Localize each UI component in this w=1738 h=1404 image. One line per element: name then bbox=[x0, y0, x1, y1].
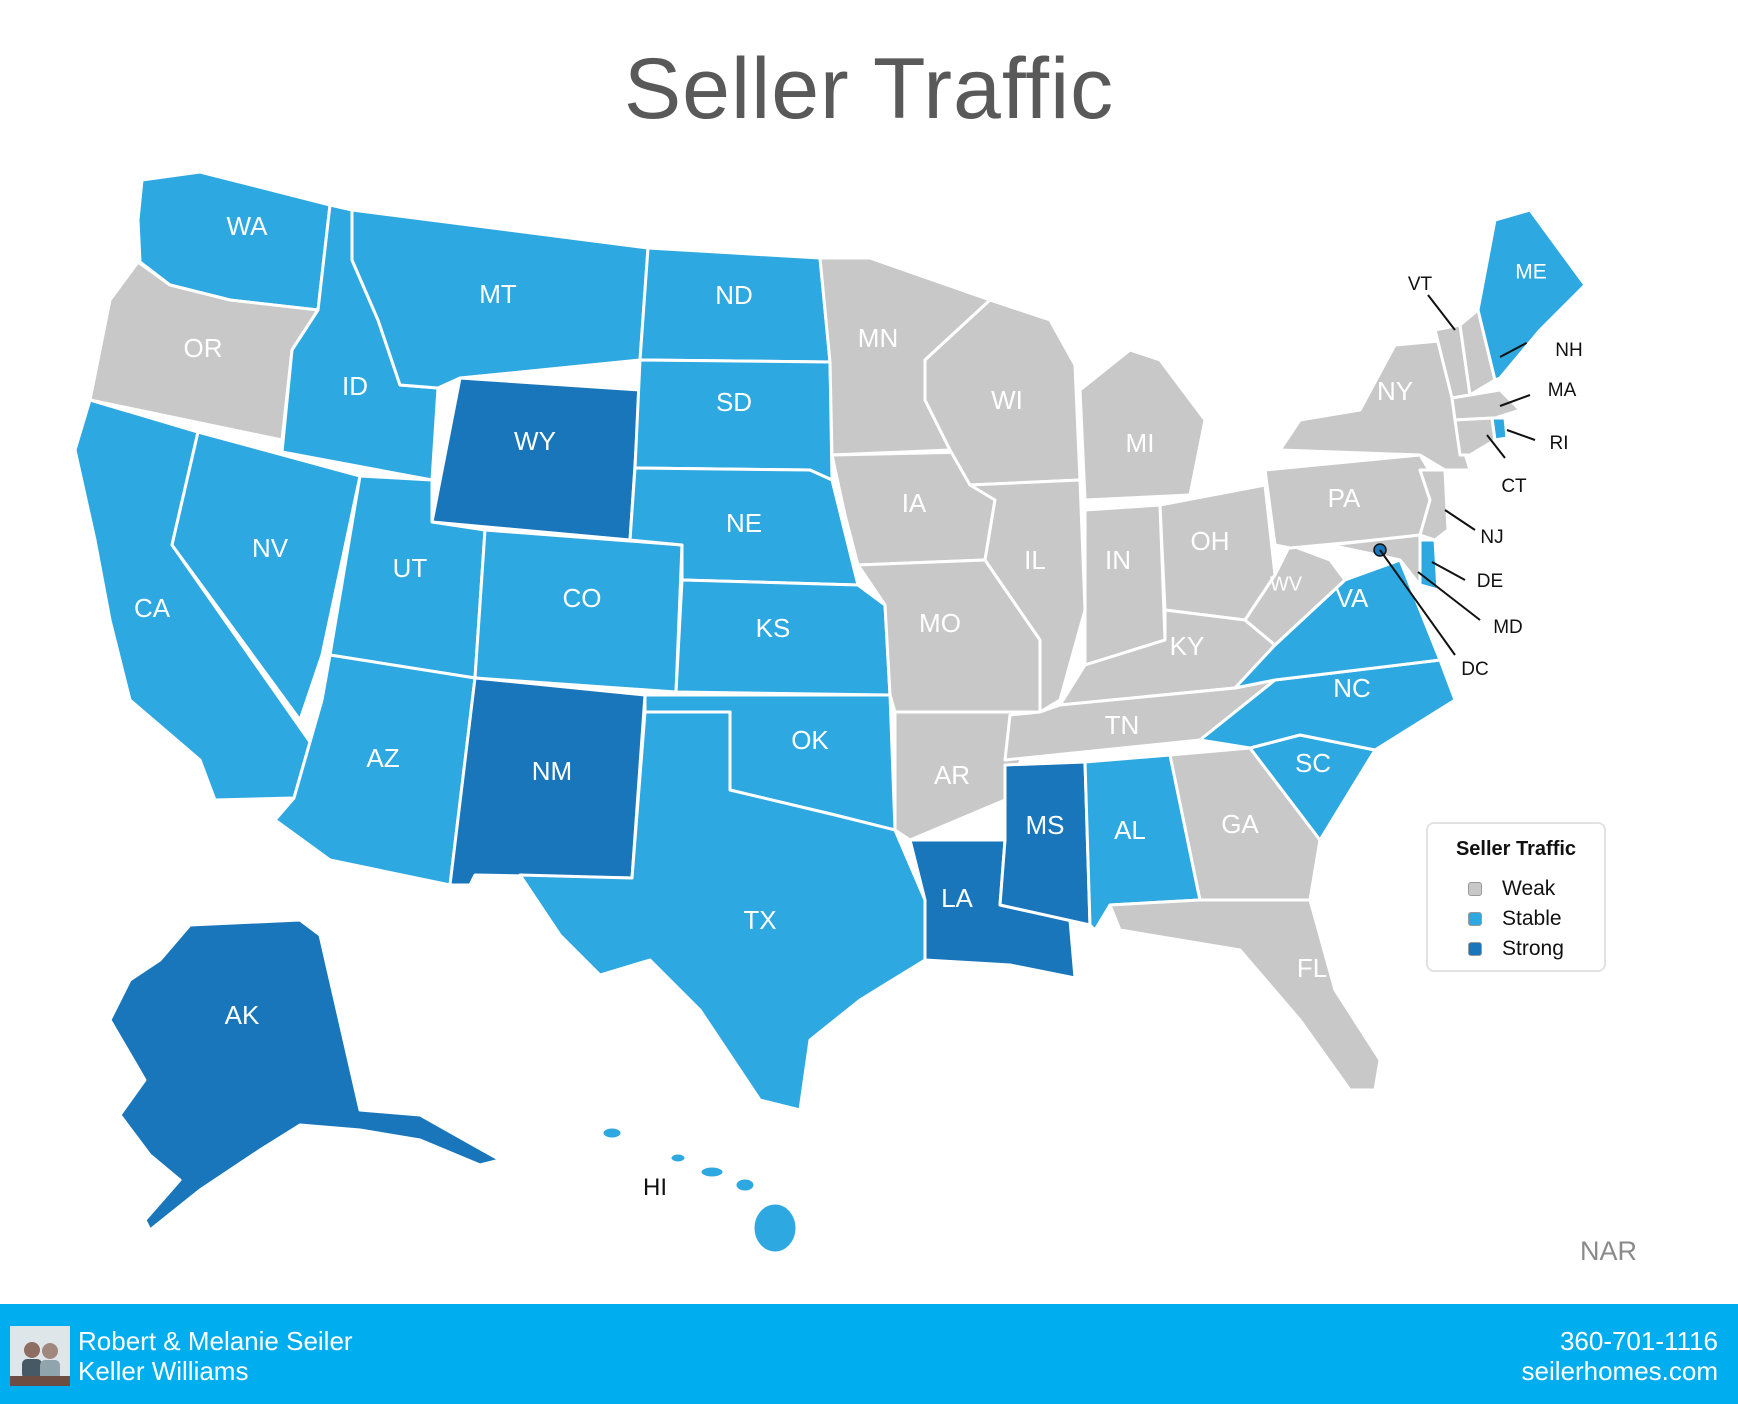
label-ne: NE bbox=[726, 508, 762, 538]
label-ks: KS bbox=[756, 613, 791, 643]
label-vt: VT bbox=[1408, 274, 1433, 295]
label-wa: WA bbox=[227, 211, 269, 241]
label-sd: SD bbox=[716, 387, 752, 417]
label-ia: IA bbox=[902, 488, 927, 518]
state-wv[interactable] bbox=[1243, 543, 1347, 647]
state-ms[interactable] bbox=[998, 760, 1092, 927]
label-nv: NV bbox=[252, 533, 289, 563]
label-dc: DC bbox=[1461, 659, 1488, 680]
leader-lines bbox=[1379, 294, 1536, 656]
agent-website[interactable]: seilerhomes.com bbox=[1521, 1356, 1718, 1386]
label-ma: MA bbox=[1548, 380, 1577, 401]
state-wy[interactable] bbox=[430, 376, 642, 542]
agent-name: Robert & Melanie Seiler bbox=[78, 1326, 353, 1356]
label-nm: NM bbox=[532, 756, 572, 786]
label-ar: AR bbox=[934, 760, 970, 790]
label-la: LA bbox=[941, 883, 973, 913]
state-ct[interactable] bbox=[1453, 416, 1497, 457]
label-nj: NJ bbox=[1480, 527, 1503, 548]
label-al: AL bbox=[1114, 815, 1146, 845]
state-tx[interactable] bbox=[518, 710, 927, 1112]
source-credit: NAR bbox=[1580, 1236, 1638, 1266]
state-hi[interactable] bbox=[600, 1125, 799, 1255]
agent-phone[interactable]: 360-701-1116 bbox=[1559, 1326, 1718, 1356]
label-de: DE bbox=[1477, 571, 1503, 592]
label-ct: CT bbox=[1501, 476, 1527, 497]
footer-bar: Robert & Melanie Seiler Keller Williams … bbox=[0, 1304, 1738, 1404]
state-ar[interactable] bbox=[893, 710, 1042, 842]
legend-item-strong: Strong bbox=[1468, 936, 1564, 962]
legend-swatch-strong bbox=[1468, 942, 1482, 956]
label-sc: SC bbox=[1295, 748, 1331, 778]
label-tn: TN bbox=[1105, 710, 1140, 740]
legend-item-weak: Weak bbox=[1468, 876, 1555, 902]
label-mo: MO bbox=[919, 608, 961, 638]
legend-title: Seller Traffic bbox=[1455, 838, 1577, 860]
label-va: VA bbox=[1336, 583, 1369, 613]
contact-info: 360-701-1116 seilerhomes.com bbox=[1521, 1326, 1718, 1386]
agent-company: Keller Williams bbox=[78, 1356, 249, 1386]
label-or: OR bbox=[184, 333, 223, 363]
state-de[interactable] bbox=[1418, 538, 1440, 592]
label-oh: OH bbox=[1191, 526, 1230, 556]
label-wy: WY bbox=[514, 426, 556, 456]
label-id: ID bbox=[342, 371, 368, 401]
label-hi: HI bbox=[643, 1174, 667, 1201]
legend-label-strong: Strong bbox=[1502, 937, 1564, 960]
state-in[interactable] bbox=[1083, 503, 1167, 667]
label-az: AZ bbox=[366, 743, 399, 773]
label-ms: MS bbox=[1026, 810, 1065, 840]
label-tx: TX bbox=[743, 905, 776, 935]
label-ri: RI bbox=[1550, 433, 1569, 454]
agent-info: Robert & Melanie Seiler Keller Williams bbox=[78, 1326, 353, 1386]
label-mt: MT bbox=[479, 279, 517, 309]
page-title: Seller Traffic bbox=[623, 41, 1115, 137]
state-ma[interactable] bbox=[1450, 388, 1522, 422]
legend-item-stable: Stable bbox=[1468, 906, 1562, 932]
label-ky: KY bbox=[1170, 631, 1205, 661]
label-mi: MI bbox=[1126, 428, 1155, 458]
label-nc: NC bbox=[1333, 673, 1371, 703]
label-wv: WV bbox=[1270, 573, 1303, 595]
label-fl: FL bbox=[1297, 953, 1327, 983]
label-ga: GA bbox=[1221, 809, 1259, 839]
legend-label-weak: Weak bbox=[1502, 877, 1556, 900]
label-wi: WI bbox=[991, 385, 1023, 415]
legend-swatch-weak bbox=[1468, 882, 1482, 896]
state-sd[interactable] bbox=[633, 358, 834, 482]
legend-label-stable: Stable bbox=[1502, 907, 1562, 930]
label-co: CO bbox=[563, 583, 602, 613]
state-fl[interactable] bbox=[1108, 898, 1382, 1092]
state-mi[interactable] bbox=[1078, 348, 1207, 502]
state-ak[interactable] bbox=[108, 918, 502, 1232]
agent-photo bbox=[10, 1326, 70, 1386]
label-il: IL bbox=[1024, 545, 1046, 575]
legend: Seller Traffic Weak Stable Strong bbox=[1426, 822, 1606, 972]
label-me: ME bbox=[1515, 261, 1547, 284]
state-ri[interactable] bbox=[1490, 416, 1509, 442]
label-nd: ND bbox=[715, 280, 753, 310]
state-me[interactable] bbox=[1476, 208, 1587, 382]
label-md: MD bbox=[1493, 617, 1523, 638]
label-ny: NY bbox=[1377, 376, 1413, 406]
state-ga[interactable] bbox=[1168, 746, 1322, 902]
label-ut: UT bbox=[393, 553, 428, 583]
label-nh: NH bbox=[1555, 340, 1582, 361]
state-labels: WA OR CA NV ID MT WY UT AZ CO NM ND SD N… bbox=[134, 211, 1583, 1201]
legend-swatch-stable bbox=[1468, 912, 1482, 926]
us-map: WA OR CA NV ID MT WY UT AZ CO NM ND SD N… bbox=[73, 170, 1587, 1255]
label-ok: OK bbox=[791, 725, 829, 755]
label-ak: AK bbox=[225, 1000, 260, 1030]
label-mn: MN bbox=[858, 323, 898, 353]
state-nv[interactable] bbox=[170, 430, 362, 722]
label-in: IN bbox=[1105, 545, 1131, 575]
label-pa: PA bbox=[1328, 483, 1361, 513]
label-ca: CA bbox=[134, 593, 171, 623]
